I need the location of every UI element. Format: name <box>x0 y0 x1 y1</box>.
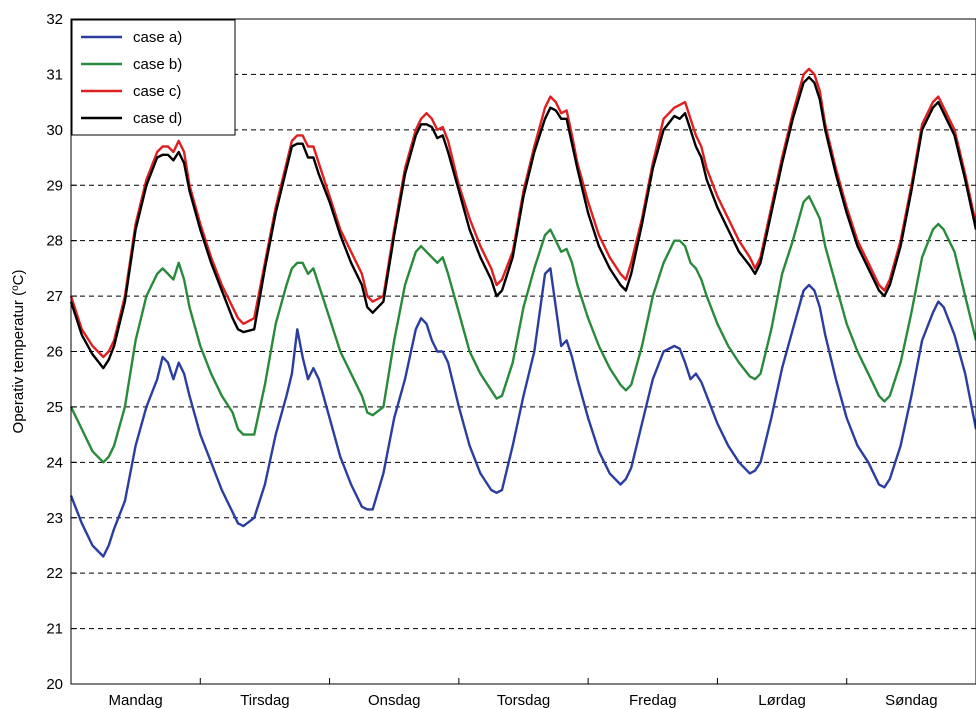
legend-box <box>71 19 236 136</box>
x-tick-label: Mandag <box>109 692 163 709</box>
y-tick-label: 21 <box>46 621 63 638</box>
series-line-4 <box>69 75 976 370</box>
y-tick-label: 24 <box>46 454 63 471</box>
x-tick-label: Lørdag <box>758 692 806 709</box>
y-tick-label: 27 <box>46 288 63 305</box>
y-tick-label: 22 <box>46 565 63 582</box>
x-tick-label: Søndag <box>885 692 938 709</box>
legend-label: case a) <box>133 29 182 46</box>
y-tick-label: 26 <box>46 344 63 361</box>
y-axis-label: Operativ temperatur (oC) <box>10 270 28 434</box>
y-tick-label: 32 <box>46 11 63 28</box>
y-axis-label-superscript: o <box>10 285 21 291</box>
y-tick-label: 28 <box>46 233 63 250</box>
x-tick-label: Fredag <box>629 692 677 709</box>
legend: case a) case b) case c) case d) <box>71 19 236 136</box>
x-axis: Mandag Tirsdag Onsdag Torsdag Fredag Lørdag Sø… <box>109 678 938 709</box>
series-lines <box>69 67 976 558</box>
y-axis: 20 21 22 23 24 25 26 27 28 29 30 31 32 <box>46 11 77 693</box>
y-axis-label-unit: C) <box>10 270 27 286</box>
y-axis-label-text: Operativ temperatur ( <box>10 291 27 434</box>
x-tick-label: Tirsdag <box>240 692 289 709</box>
legend-label: case d) <box>133 110 182 127</box>
y-tick-label: 31 <box>46 66 63 83</box>
y-tick-label: 20 <box>46 676 63 693</box>
series-line-2 <box>69 195 976 464</box>
y-tick-label: 23 <box>46 510 63 527</box>
x-tick-label: Torsdag <box>497 692 550 709</box>
x-tick-label: Onsdag <box>368 692 421 709</box>
gridlines <box>71 73 976 630</box>
legend-label: case c) <box>133 83 181 100</box>
y-tick-label: 25 <box>46 399 63 416</box>
y-tick-label: 29 <box>46 177 63 194</box>
legend-label: case b) <box>133 56 182 73</box>
series-line-1 <box>69 267 976 558</box>
y-tick-label: 30 <box>46 122 63 139</box>
